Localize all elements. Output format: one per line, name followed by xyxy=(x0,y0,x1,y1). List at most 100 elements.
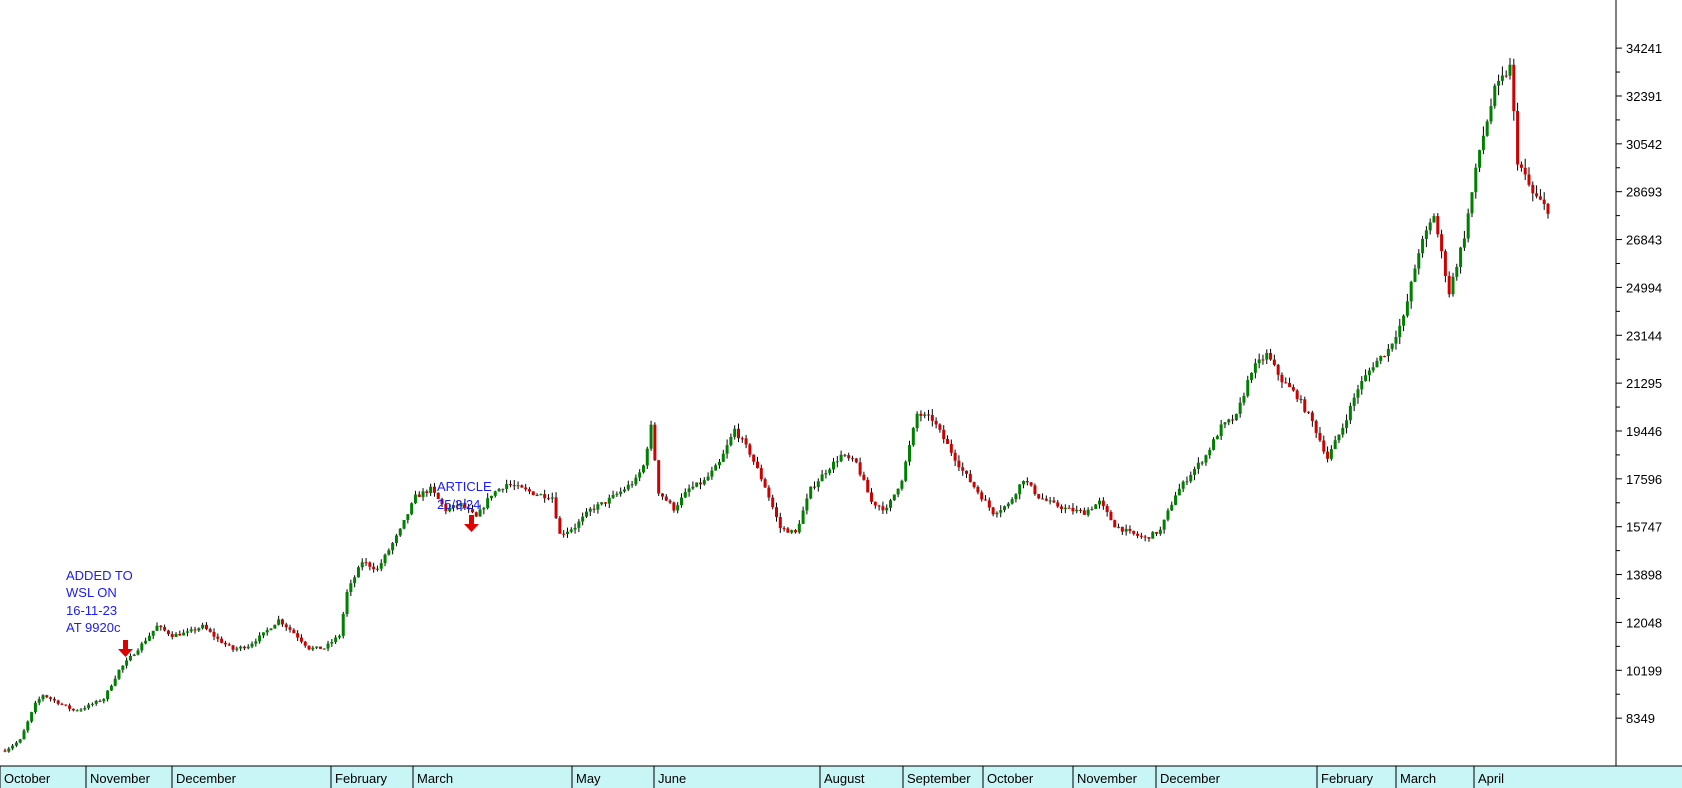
candle xyxy=(261,632,265,639)
candle xyxy=(220,636,224,644)
candle xyxy=(611,490,615,499)
candle xyxy=(1105,504,1109,517)
candle xyxy=(1238,397,1242,418)
candle xyxy=(919,410,923,422)
candle xyxy=(672,501,676,513)
candle xyxy=(1462,230,1466,251)
candle xyxy=(1394,330,1398,350)
candle xyxy=(786,527,790,533)
candle xyxy=(7,746,11,753)
candle xyxy=(356,565,360,578)
candle xyxy=(1071,503,1075,515)
candle xyxy=(1098,497,1102,509)
candle xyxy=(1531,181,1535,202)
candle xyxy=(1033,483,1037,496)
candle xyxy=(790,529,794,534)
candle xyxy=(125,657,129,669)
candle xyxy=(892,494,896,501)
candle xyxy=(64,704,68,707)
candle xyxy=(1523,158,1527,181)
candle xyxy=(136,648,140,656)
candle xyxy=(326,640,330,652)
candle xyxy=(1204,454,1208,466)
candle xyxy=(866,477,870,493)
candle xyxy=(398,528,402,537)
candle xyxy=(824,469,828,479)
candle xyxy=(451,504,455,512)
candle xyxy=(664,494,668,502)
candle xyxy=(273,624,277,629)
candle xyxy=(797,520,801,534)
candle xyxy=(1303,396,1307,414)
candle xyxy=(201,622,205,630)
candle xyxy=(45,694,49,699)
candle xyxy=(1341,423,1345,438)
candle xyxy=(1428,218,1432,235)
candle xyxy=(1196,457,1200,474)
candle xyxy=(505,479,509,493)
candle xyxy=(645,446,649,469)
x-month-label: May xyxy=(576,771,601,786)
candle xyxy=(413,490,417,505)
y-tick-label: 13898 xyxy=(1626,568,1662,583)
candle xyxy=(870,488,874,505)
candle xyxy=(474,511,478,518)
candle xyxy=(588,507,592,517)
candle xyxy=(1367,367,1371,382)
candle xyxy=(999,505,1003,518)
candle xyxy=(334,635,338,645)
candle xyxy=(467,503,471,513)
candle xyxy=(208,627,212,633)
candle xyxy=(166,629,170,637)
candle xyxy=(835,456,839,468)
candle xyxy=(1090,506,1094,511)
candle xyxy=(725,439,729,459)
candle xyxy=(832,457,836,473)
candle xyxy=(839,450,843,463)
candle xyxy=(816,478,820,492)
candle xyxy=(1128,525,1132,534)
candle xyxy=(539,493,543,496)
candle xyxy=(881,501,885,514)
candle xyxy=(801,506,805,524)
candle xyxy=(1223,421,1227,429)
candle xyxy=(687,484,691,497)
candle xyxy=(288,624,292,633)
candle xyxy=(402,520,406,530)
candle xyxy=(98,699,102,703)
candle xyxy=(174,632,178,638)
candle xyxy=(683,488,687,499)
candle xyxy=(1326,446,1330,463)
candle xyxy=(1421,235,1425,258)
candle xyxy=(1288,377,1292,388)
candle xyxy=(1158,526,1162,536)
candle xyxy=(1044,495,1048,502)
candle xyxy=(406,514,410,524)
candle xyxy=(562,530,566,538)
candle xyxy=(1101,497,1105,510)
candle xyxy=(204,622,208,631)
y-tick-label: 8349 xyxy=(1626,711,1655,726)
candle xyxy=(543,489,547,503)
candle xyxy=(497,487,501,492)
candle xyxy=(22,728,26,740)
candle xyxy=(1056,500,1060,508)
candle xyxy=(1003,505,1007,513)
candle xyxy=(102,698,106,704)
candle xyxy=(459,502,463,512)
candle xyxy=(1067,505,1071,509)
candle xyxy=(1086,507,1090,517)
candle xyxy=(311,645,315,652)
added-annotation-line-2: WSL ON xyxy=(66,585,117,600)
candle xyxy=(223,640,227,648)
x-month-label: February xyxy=(335,771,388,786)
candle xyxy=(1200,461,1204,466)
candle xyxy=(155,622,159,631)
y-axis: 8349 10199 12048 13898 15747 17596 19446 21295 2… xyxy=(1615,0,1662,766)
candle xyxy=(1474,163,1478,199)
candle xyxy=(854,457,858,464)
candle xyxy=(721,449,725,463)
candle xyxy=(113,675,117,687)
candle xyxy=(527,487,531,495)
